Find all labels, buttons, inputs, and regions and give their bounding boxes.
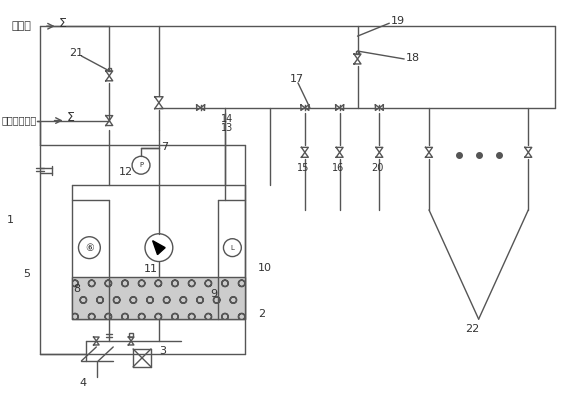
Text: 20: 20 (371, 163, 384, 173)
Bar (129, 333, 133, 337)
Text: 16: 16 (332, 163, 344, 173)
Text: 21: 21 (69, 48, 84, 58)
Text: 13: 13 (220, 123, 232, 133)
Text: 5: 5 (24, 270, 30, 279)
Bar (356, 51, 359, 54)
Text: L: L (230, 245, 234, 251)
Bar (72, 278, 245, 319)
Text: ⑥: ⑥ (85, 243, 94, 252)
Text: 需检测的水样: 需检测的水样 (2, 116, 37, 125)
Text: 4: 4 (79, 378, 87, 388)
Text: 19: 19 (391, 16, 405, 26)
Text: 18: 18 (406, 53, 420, 63)
Text: 9: 9 (211, 289, 218, 299)
Text: 3: 3 (159, 346, 166, 356)
Text: 1: 1 (6, 215, 13, 225)
Text: 反冲水: 反冲水 (12, 21, 32, 31)
Text: 2: 2 (258, 309, 265, 319)
Text: 7: 7 (161, 143, 168, 152)
Polygon shape (153, 241, 165, 254)
Text: P: P (139, 162, 143, 168)
Text: 12: 12 (119, 167, 133, 177)
Text: 15: 15 (297, 163, 309, 173)
Text: 22: 22 (466, 324, 480, 334)
Text: Σ: Σ (59, 17, 67, 30)
Text: 14: 14 (220, 114, 232, 123)
Text: 17: 17 (290, 74, 304, 84)
Text: Σ: Σ (67, 111, 75, 124)
Text: 8: 8 (73, 284, 80, 294)
Bar (108, 68, 111, 71)
Text: 11: 11 (144, 264, 158, 274)
Text: 10: 10 (258, 262, 272, 272)
